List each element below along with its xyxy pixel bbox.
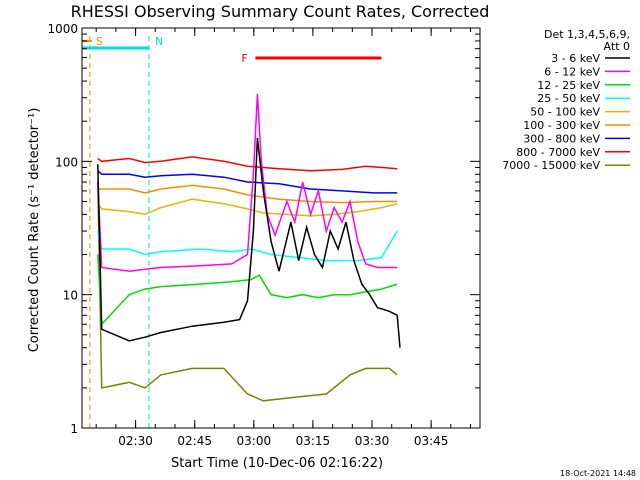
y-tick-label: 1000 (47, 22, 78, 36)
flag-marker-label: N (155, 35, 163, 48)
legend-entry-label: 100 - 300 keV (523, 119, 600, 132)
chart-title: RHESSI Observing Summary Count Rates, Co… (71, 2, 490, 21)
axes: 02:30 02:45 03:00 03:15 03:30 03:45 1 10 100 1000 (47, 22, 481, 448)
x-tick-label: 03:00 (237, 434, 272, 448)
series-line-12-25-kev (97, 254, 398, 326)
flag-marker-label: S (96, 35, 103, 48)
x-tick-label: 02:30 (118, 434, 153, 448)
legend-header: Att 0 (604, 40, 630, 53)
legend-entry-label: 3 - 6 keV (551, 52, 600, 65)
legend-entry-label: 25 - 50 keV (537, 92, 600, 105)
legend-header: Det 1,3,4,5,6,9, (544, 28, 630, 41)
series-line-50-100-kev (97, 198, 398, 217)
legend-entry-label: 50 - 100 keV (530, 106, 600, 119)
plot-area: S N F (82, 35, 401, 428)
y-tick-label: 1 (70, 422, 78, 436)
legend-entry-label: 800 - 7000 keV (516, 146, 600, 159)
y-axis-label: Corrected Count Rate (s⁻¹ detector⁻¹) (27, 108, 42, 353)
x-tick-label: 03:15 (296, 434, 331, 448)
legend-entry-label: 6 - 12 keV (544, 65, 600, 78)
series-line-3-6-kev (97, 137, 401, 348)
y-tick-label: 100 (55, 155, 78, 169)
series-line-6-12-kev (97, 93, 398, 272)
series-line-300-800-kev (97, 170, 398, 194)
series-line-7000-15000-kev (97, 181, 398, 402)
series-line-100-300-kev (97, 184, 398, 204)
x-tick-label: 03:45 (414, 434, 449, 448)
series-line-800-7000-kev (97, 156, 398, 172)
series-line-25-50-kev (97, 230, 398, 262)
x-tick-label: 03:30 (355, 434, 390, 448)
legend-entry-label: 12 - 25 keV (537, 79, 600, 92)
x-tick-label: 02:45 (177, 434, 212, 448)
legend-entry-label: 7000 - 15000 keV (502, 159, 600, 172)
timestamp-stamp: 18-Oct-2021 14:48 (560, 469, 636, 478)
flare-bar-label: F (241, 52, 247, 65)
plot-frame (81, 27, 481, 429)
legend-entry-label: 300 - 800 keV (523, 132, 600, 145)
x-axis-label: Start Time (10-Dec-06 02:16:22) (171, 456, 383, 471)
y-tick-label: 10 (63, 289, 78, 303)
